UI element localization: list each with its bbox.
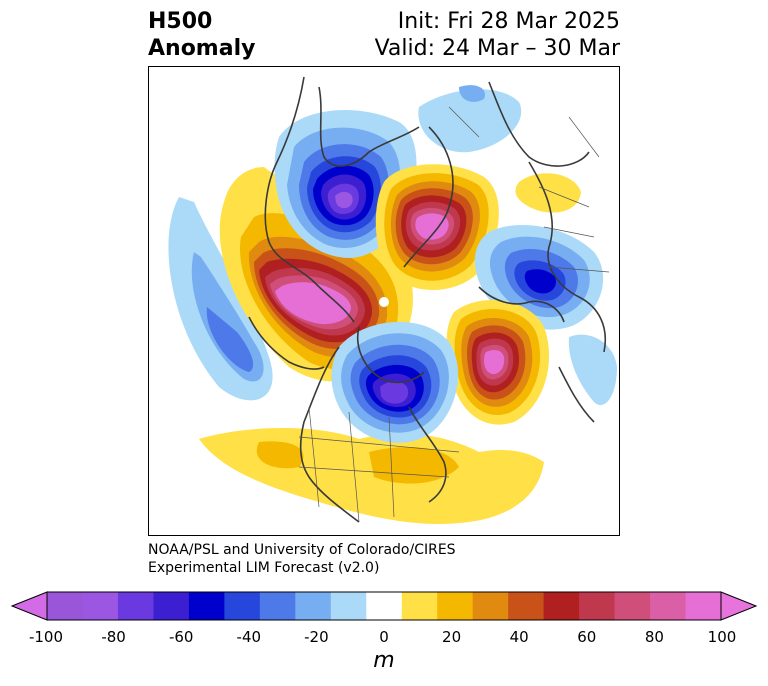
colorbar-tick-label: -60 — [168, 628, 194, 646]
colorbar-bin — [153, 592, 190, 620]
title-line-2: Anomaly — [148, 36, 256, 61]
colorbar-bin — [579, 592, 616, 620]
colorbar-outline — [46, 591, 722, 621]
coastlines — [248, 76, 606, 523]
credit-line-2: Experimental LIM Forecast (v2.0) — [148, 560, 380, 576]
colorbar-bin — [437, 592, 474, 620]
colorbar-tick-label: -80 — [101, 628, 126, 646]
credit-line-1: NOAA/PSL and University of Colorado/CIRE… — [148, 542, 456, 558]
colorbar-bin — [472, 592, 509, 620]
colorbar-tick-label: 80 — [644, 628, 664, 646]
anomaly-russia-positive — [515, 173, 581, 213]
colorbar-tick-label: -100 — [28, 628, 64, 646]
colorbar-bin — [685, 592, 722, 620]
anomaly-arctic-negative — [274, 110, 417, 258]
anomaly-atlantic-positive — [446, 300, 550, 425]
colorbar-bin — [47, 592, 83, 620]
colorbar-under-arrow — [10, 591, 48, 621]
date-info: Init: Fri 28 Mar 2025 Valid: 24 Mar – 30… — [375, 8, 620, 62]
anomaly-siberia-negative — [418, 85, 522, 153]
colorbar — [10, 591, 758, 621]
colorbar-bin — [188, 592, 225, 620]
colorbar-tick-label: 60 — [577, 628, 597, 646]
colorbar-unit: m — [373, 648, 395, 673]
colorbar-tick-label: 20 — [442, 628, 462, 646]
colorbar-bin — [366, 592, 403, 620]
credit-text: NOAA/PSL and University of Colorado/CIRE… — [148, 541, 456, 577]
colorbar-bin — [614, 592, 651, 620]
map-title: H500 Anomaly — [148, 8, 255, 62]
colorbar-tick-label: 40 — [509, 628, 529, 646]
colorbar-tick-label: -20 — [304, 628, 329, 646]
colorbar-bin — [330, 592, 367, 620]
colorbar-bins — [47, 592, 722, 620]
title-line-1: H500 — [148, 9, 213, 34]
colorbar-bin — [295, 592, 332, 620]
map-canvas — [149, 76, 617, 525]
colorbar-bin — [508, 592, 545, 620]
anomaly-map — [148, 66, 620, 536]
colorbar-tick-label: 0 — [379, 628, 389, 646]
colorbar-bin — [401, 592, 438, 620]
pole-marker — [379, 297, 389, 307]
anomaly-south-positive — [199, 428, 544, 525]
colorbar-bin — [82, 592, 119, 620]
anomaly-pacific-negative — [168, 197, 273, 401]
valid-range: Valid: 24 Mar – 30 Mar — [374, 36, 620, 61]
colorbar-bin — [259, 592, 296, 620]
anomaly-asia-negative — [568, 334, 617, 406]
colorbar-bin — [543, 592, 580, 620]
colorbar-bin — [117, 592, 154, 620]
colorbar-tick-label: 100 — [707, 628, 737, 646]
colorbar-bin — [650, 592, 687, 620]
borders — [298, 106, 610, 523]
colorbar-tick-label: -40 — [236, 628, 262, 646]
edge-gap — [149, 285, 152, 319]
colorbar-bin — [224, 592, 261, 620]
init-date: Init: Fri 28 Mar 2025 — [397, 9, 620, 34]
colorbar-over-arrow — [720, 591, 758, 621]
